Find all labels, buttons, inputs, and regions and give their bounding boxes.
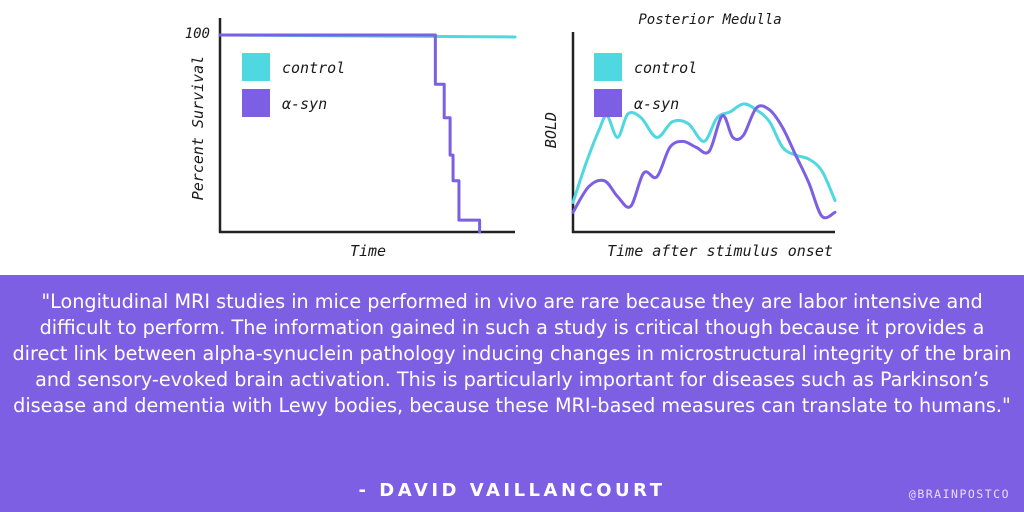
survival-x-axis-label: Time — [350, 242, 386, 260]
charts-area: control α-syn Time Percent Survival 100 contr… — [185, 12, 837, 260]
bold-y-axis-label: BOLD — [542, 112, 560, 148]
quote-panel: "Longitudinal MRI studies in mice perfor… — [0, 275, 1024, 512]
bold-series-control-line — [571, 102, 837, 204]
survival-series-asyn-line — [218, 33, 482, 234]
bold-legend-label-asyn: α-syn — [634, 95, 679, 113]
social-handle: @BRAINPOSTCO — [908, 487, 1010, 501]
survival-y-tick-label: 100 — [185, 26, 210, 42]
quote-attribution: - DAVID VAILLANCOURT — [358, 480, 666, 501]
bold-legend-swatch-control — [594, 53, 622, 81]
survival-legend-swatch-control — [242, 53, 270, 81]
bold-chart-title: Posterior Medulla — [638, 12, 781, 28]
bold-legend-swatch-asyn — [594, 89, 622, 117]
quote-text: "Longitudinal MRI studies in mice perfor… — [12, 290, 1012, 417]
bold-legend-label-control: control — [634, 59, 697, 77]
survival-legend-label-asyn: α-syn — [282, 95, 327, 113]
survival-legend-swatch-asyn — [242, 89, 270, 117]
bold-x-axis-label: Time after stimulus onset — [607, 242, 833, 260]
survival-legend-label-control: control — [282, 59, 345, 77]
bold-series-asyn-line — [571, 104, 837, 220]
survival-y-axis-label: Percent Survival — [189, 56, 207, 201]
